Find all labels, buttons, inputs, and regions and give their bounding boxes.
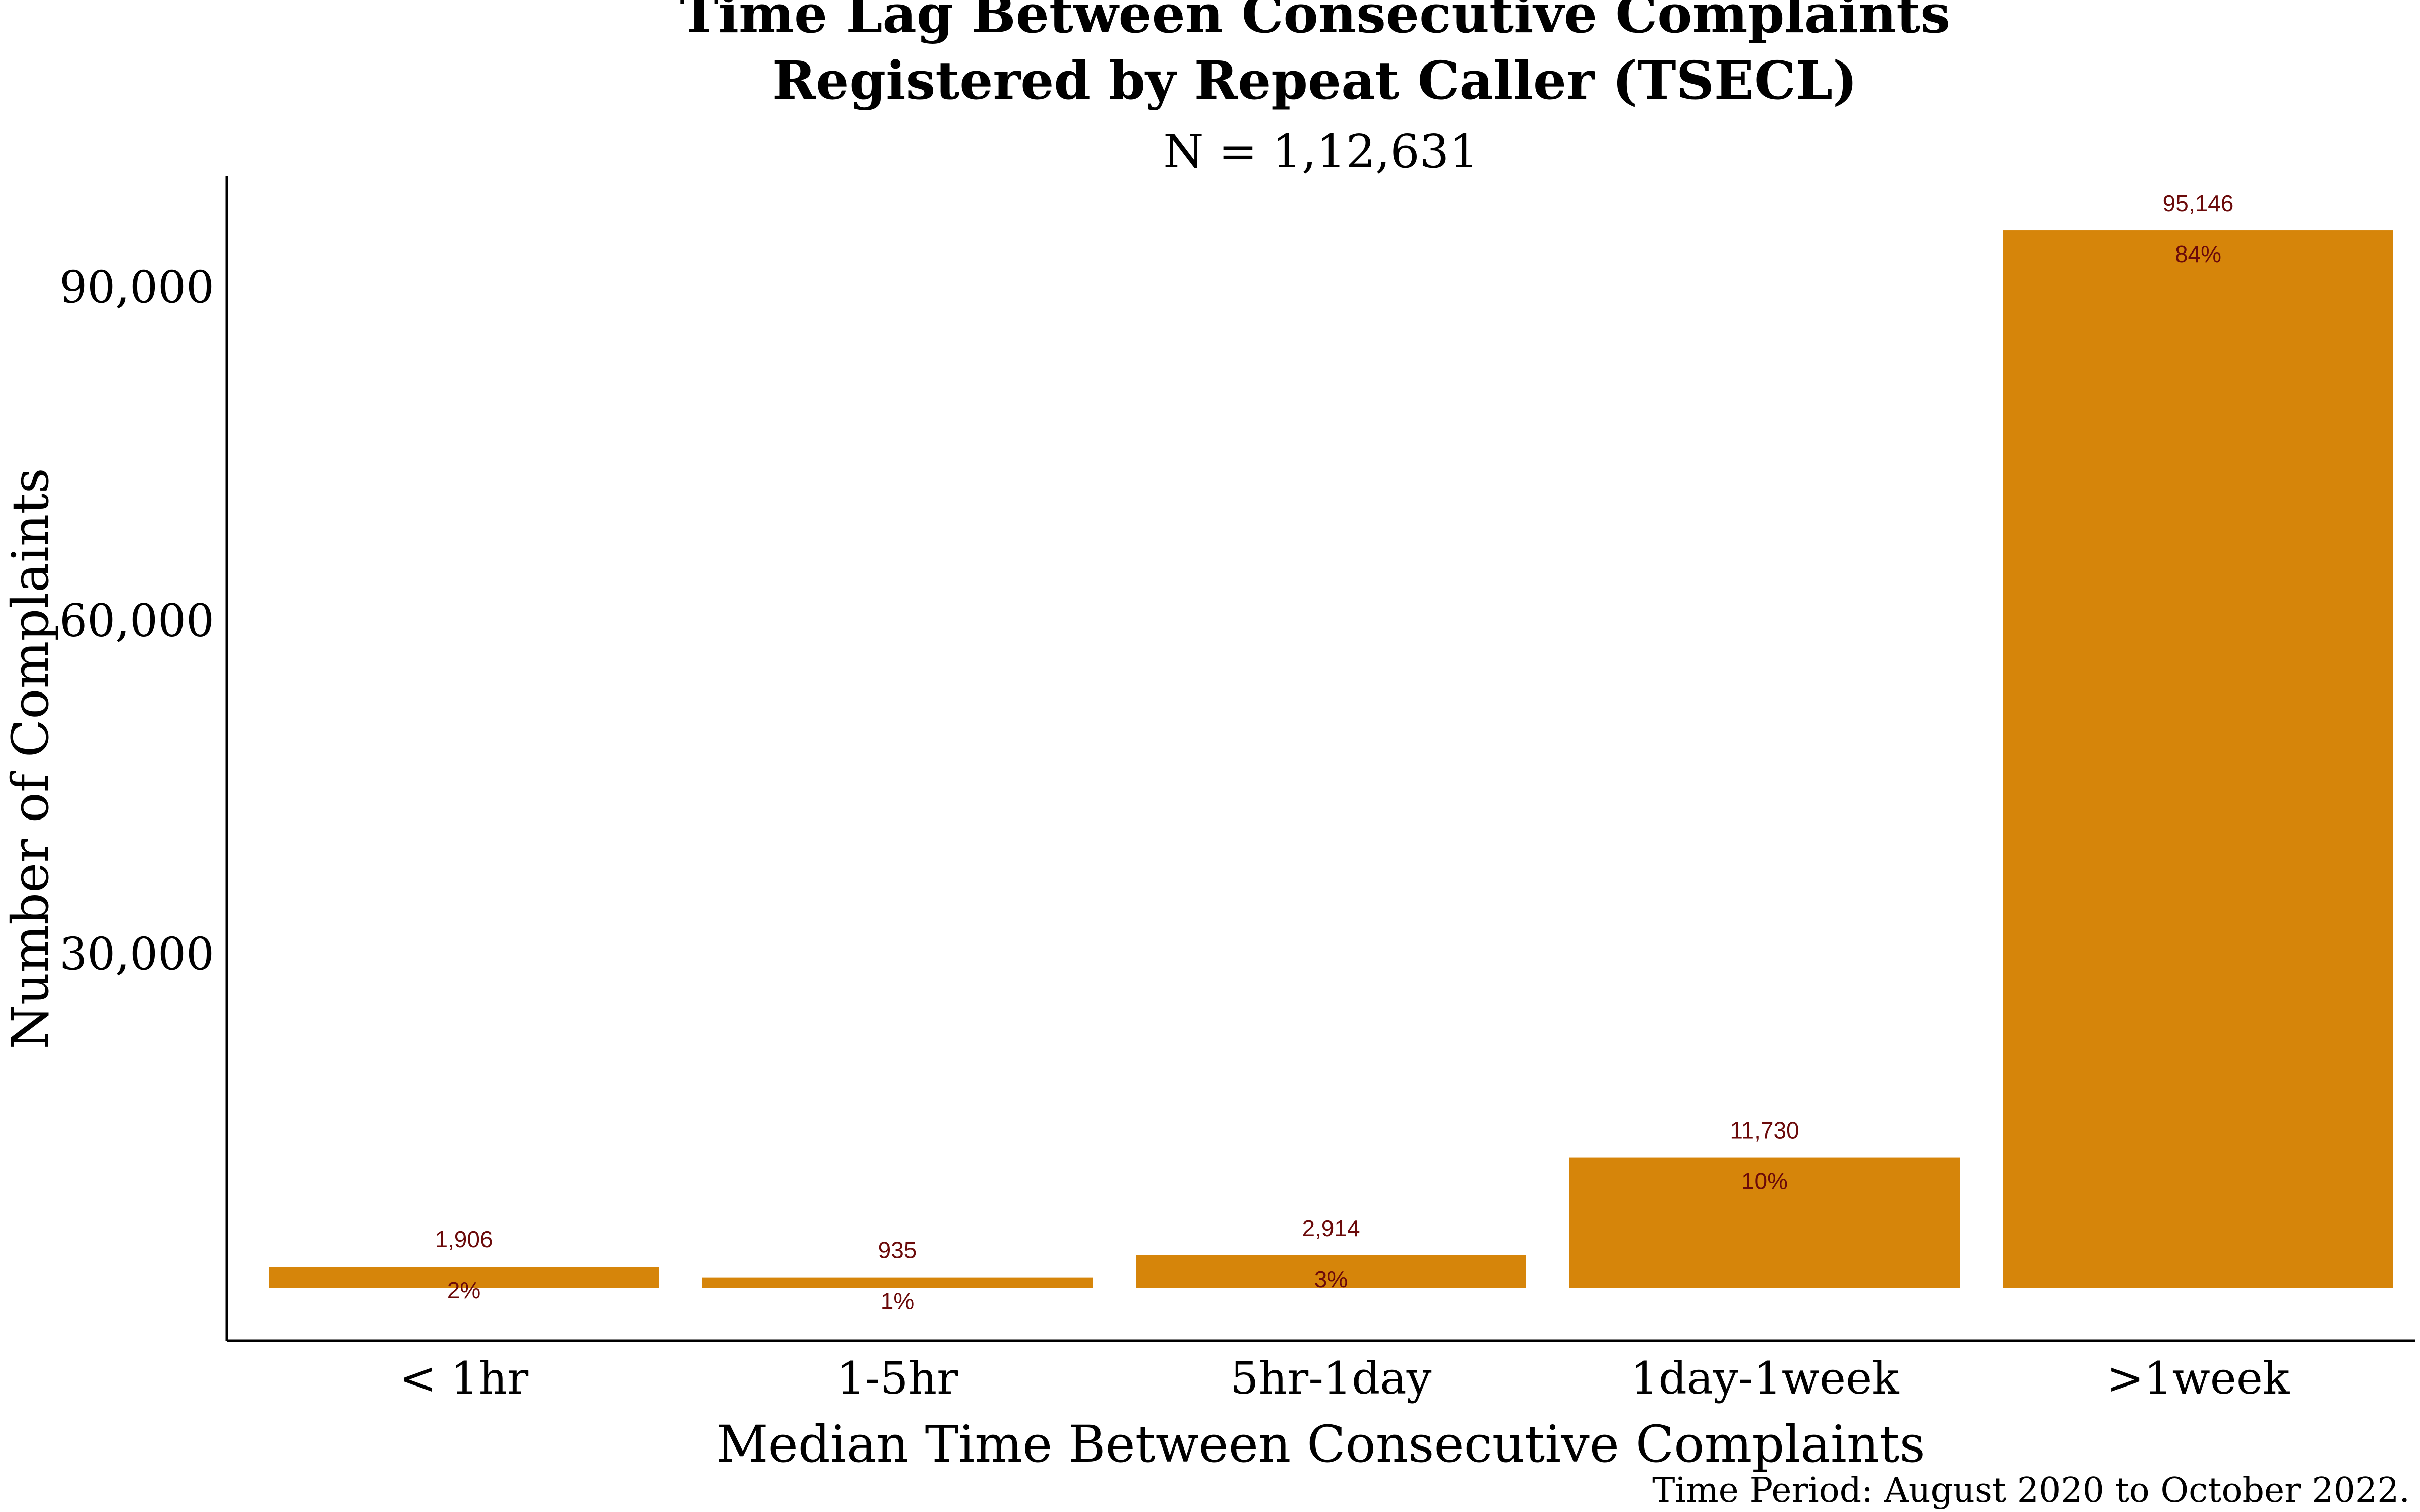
bar-value-label: 95,146 — [2163, 190, 2234, 216]
chart-title: Time Lag Between Consecutive Complaints … — [680, 0, 1950, 111]
x-tick-label: 1day-1week — [1630, 1352, 1899, 1404]
y-axis-title: Number of Complaints — [1, 468, 60, 1049]
bar-percent-label: 1% — [881, 1288, 914, 1314]
chart-subtitle: N = 1,12,631 — [1163, 124, 1479, 178]
bar-percent-label: 10% — [1741, 1168, 1788, 1194]
bar — [269, 1267, 659, 1288]
y-tick-label: 30,000 — [59, 928, 214, 980]
bar-percent-label: 3% — [1314, 1266, 1348, 1292]
y-tick-label: 90,000 — [59, 262, 214, 313]
bar — [2003, 230, 2393, 1288]
caption: Time Period: August 2020 to October 2022… — [1652, 1471, 2410, 1510]
bar-value-label: 11,730 — [1730, 1117, 1799, 1144]
x-axis-title: Median Time Between Consecutive Complain… — [716, 1415, 1925, 1474]
bar — [702, 1277, 1093, 1288]
x-tick-label: < 1hr — [399, 1352, 529, 1404]
bars — [269, 230, 2393, 1288]
bar — [1136, 1255, 1526, 1288]
bar — [1569, 1157, 1960, 1288]
bar-percent-label: 2% — [447, 1277, 480, 1303]
bar-value-label: 1,906 — [435, 1226, 493, 1252]
x-tick-label: >1week — [2107, 1352, 2290, 1404]
x-tick-label: 1-5hr — [837, 1352, 958, 1404]
x-axis-ticks: < 1hr 1-5hr 5hr-1day 1day-1week >1week — [399, 1352, 2290, 1404]
bar-percent-label: 84% — [2175, 241, 2221, 267]
bar-value-label: 935 — [878, 1237, 917, 1264]
bar-value-label: 2,914 — [1302, 1215, 1360, 1241]
y-axis-ticks: 30,000 60,000 90,000 — [59, 262, 214, 980]
y-tick-label: 60,000 — [59, 595, 214, 647]
chart-title-line-2: Registered by Repeat Caller (TSECL) — [772, 49, 1857, 111]
chart-title-line-1: Time Lag Between Consecutive Complaints — [680, 0, 1950, 45]
value-labels: 1,906 2% 935 1% 2,914 3% 11,730 10% 95,146 84% — [435, 190, 2233, 1314]
x-tick-label: 5hr-1day — [1231, 1352, 1432, 1404]
